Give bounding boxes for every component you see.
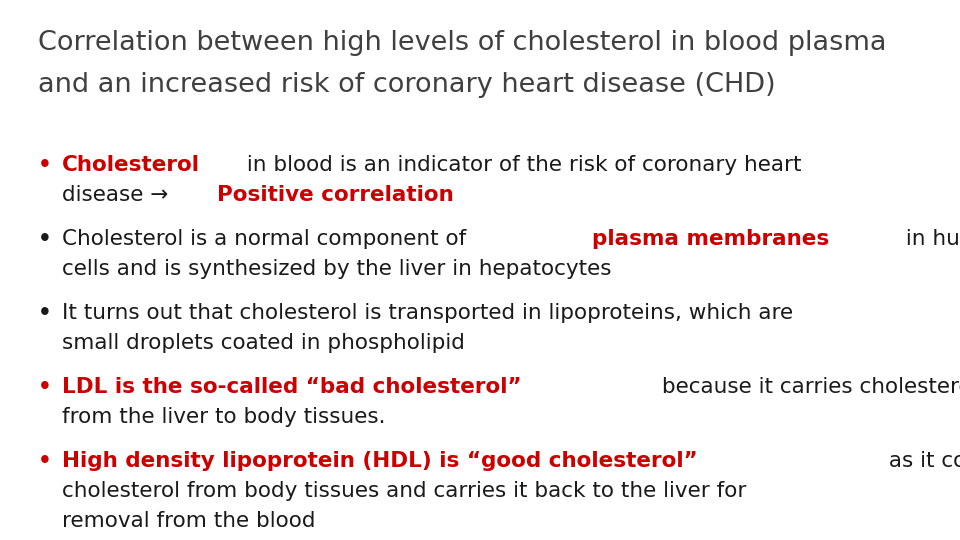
Text: LDL is the so-called “bad cholesterol”: LDL is the so-called “bad cholesterol” (62, 377, 521, 397)
Text: and an increased risk of coronary heart disease (CHD): and an increased risk of coronary heart … (38, 72, 776, 98)
Text: Positive correlation: Positive correlation (217, 185, 453, 205)
Text: Cholesterol is a normal component of: Cholesterol is a normal component of (62, 229, 473, 249)
Text: as it collects: as it collects (882, 451, 960, 471)
Text: •: • (38, 451, 52, 471)
Text: small droplets coated in phospholipid: small droplets coated in phospholipid (62, 333, 465, 353)
Text: disease →: disease → (62, 185, 182, 205)
Text: removal from the blood: removal from the blood (62, 511, 316, 531)
Text: in human: in human (899, 229, 960, 249)
Text: High density lipoprotein (HDL) is “good cholesterol”: High density lipoprotein (HDL) is “good … (62, 451, 698, 471)
Text: •: • (38, 155, 52, 175)
Text: plasma membranes: plasma membranes (592, 229, 829, 249)
Text: in blood is an indicator of the risk of coronary heart: in blood is an indicator of the risk of … (240, 155, 802, 175)
Text: cells and is synthesized by the liver in hepatocytes: cells and is synthesized by the liver in… (62, 259, 612, 279)
Text: from the liver to body tissues.: from the liver to body tissues. (62, 407, 386, 427)
Text: because it carries cholesterol: because it carries cholesterol (655, 377, 960, 397)
Text: It turns out that cholesterol is transported in lipoproteins, which are: It turns out that cholesterol is transpo… (62, 303, 793, 323)
Text: cholesterol from body tissues and carries it back to the liver for: cholesterol from body tissues and carrie… (62, 481, 746, 501)
Text: •: • (38, 377, 52, 397)
Text: •: • (38, 303, 52, 323)
Text: Correlation between high levels of cholesterol in blood plasma: Correlation between high levels of chole… (38, 30, 886, 56)
Text: •: • (38, 229, 52, 249)
Text: Cholesterol: Cholesterol (62, 155, 200, 175)
